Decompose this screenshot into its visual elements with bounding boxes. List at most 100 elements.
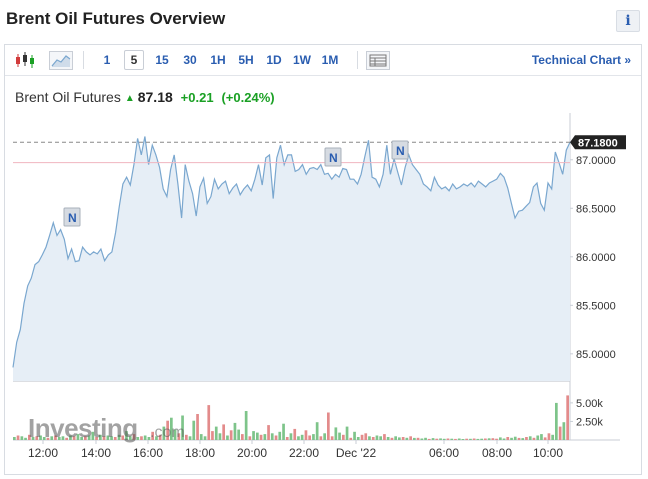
x-tick-label: 06:00 — [429, 446, 459, 460]
volume-bar — [229, 430, 233, 440]
technical-chart-link[interactable]: Technical Chart » — [531, 53, 631, 67]
volume-bar — [166, 420, 169, 440]
volume-bar — [371, 437, 375, 440]
volume-bar — [113, 437, 117, 440]
timeframe-1m-button[interactable]: 1M — [321, 53, 339, 67]
page-title: Brent Oil Futures Overview — [6, 9, 226, 28]
volume-bar — [147, 437, 151, 440]
volume-bar — [132, 434, 136, 440]
volume-bar — [110, 436, 113, 440]
volume-bar — [158, 434, 162, 440]
price-line[interactable] — [12, 136, 571, 368]
volume-bar — [394, 436, 397, 440]
timeframe-15-button[interactable]: 15 — [155, 53, 169, 67]
volume-bar — [461, 439, 465, 440]
toolbar-divider — [357, 51, 358, 69]
volume-bar — [555, 402, 558, 440]
volume-bar — [237, 429, 240, 440]
price-change: +0.21 — [180, 90, 214, 105]
timeframe-5-button[interactable]: 5 — [124, 50, 144, 70]
volume-bar — [308, 435, 311, 440]
volume-bar — [540, 434, 543, 440]
area-chart-icon[interactable] — [49, 51, 73, 70]
volume-bar — [566, 395, 569, 440]
volume-bar — [42, 437, 46, 440]
x-tick-label: Dec '22 — [336, 446, 377, 460]
volume-bar — [360, 434, 364, 440]
timeframe-5h-button[interactable]: 5H — [238, 53, 254, 67]
volume-bar — [136, 437, 140, 440]
x-tick-label: 14:00 — [81, 446, 111, 460]
volume-bar — [24, 437, 27, 440]
volume-bar — [143, 435, 147, 440]
page-header: Brent Oil Futures Overview i — [0, 0, 648, 40]
volume-bar — [13, 437, 16, 440]
volume-bar — [480, 438, 483, 440]
volume-bar — [241, 434, 244, 440]
table-view-icon[interactable] — [366, 51, 390, 70]
volume-bar — [383, 434, 386, 440]
volume-bar — [327, 412, 330, 440]
x-tick-label: 22:00 — [289, 446, 319, 460]
volume-bar — [484, 438, 487, 440]
toolbar-divider — [83, 51, 84, 69]
timeframe-1d-button[interactable]: 1D — [266, 53, 282, 67]
volume-bar — [476, 438, 480, 440]
news-marker[interactable] — [324, 147, 342, 167]
volume-bar — [199, 434, 203, 440]
timeframe-30-button[interactable]: 30 — [183, 53, 197, 67]
volume-bar — [297, 436, 300, 440]
volume-bar — [65, 437, 68, 440]
volume-bar — [536, 435, 540, 440]
news-marker[interactable] — [63, 207, 81, 227]
volume-bar — [211, 431, 214, 440]
volume-bar — [259, 434, 263, 440]
volume-bar — [181, 415, 184, 440]
last-price-label: 87.1800 — [578, 137, 618, 149]
volume-bar — [267, 425, 270, 440]
investing-watermark: Investing — [28, 413, 138, 443]
volume-bar — [465, 438, 468, 440]
x-tick-label: 08:00 — [482, 446, 512, 460]
volume-bar — [334, 427, 338, 440]
volume-bar — [330, 436, 334, 440]
volume-bar — [76, 434, 80, 440]
volume-bar — [304, 430, 308, 440]
chart-toolbar: 1 5 15 30 1H 5H 1D 1W 1M Technical Chart » — [5, 45, 641, 76]
up-arrow-icon: ▲ — [124, 93, 135, 104]
volume-bar — [439, 438, 442, 440]
volume-bar — [226, 435, 229, 440]
volume-bar — [256, 432, 259, 440]
volume-bar — [405, 437, 409, 440]
news-marker[interactable] — [391, 140, 409, 160]
volume-bar — [502, 438, 506, 440]
volume-bar — [300, 434, 304, 440]
timeframe-1w-button[interactable]: 1W — [293, 53, 311, 67]
volume-bar — [128, 436, 132, 440]
x-tick-label: 10:00 — [533, 446, 563, 460]
timeframe-1h-button[interactable]: 1H — [210, 53, 226, 67]
volume-bar — [61, 436, 65, 440]
volume-bar — [323, 433, 326, 440]
volume-bar — [185, 434, 188, 440]
x-tick-label: 20:00 — [237, 446, 267, 460]
volume-bar — [192, 420, 196, 440]
volume-bar — [252, 431, 255, 440]
volume-bar — [338, 432, 341, 440]
volume-bar — [558, 426, 562, 440]
volume-bar — [551, 434, 554, 440]
volume-tick-label: 5.00k — [576, 398, 603, 410]
chart-widget: 1 5 15 30 1H 5H 1D 1W 1M Technical Chart » Brent… — [4, 44, 642, 475]
info-button[interactable]: i — [616, 10, 640, 32]
volume-bar — [72, 436, 76, 440]
volume-bar — [285, 437, 289, 440]
volume-bar — [20, 436, 24, 440]
timeframe-1-button[interactable]: 1 — [103, 53, 111, 67]
volume-bar — [349, 437, 353, 440]
volume-bar — [442, 438, 446, 440]
candlestick-icon[interactable] — [13, 51, 37, 70]
price-change-percent: (+0.24%) — [221, 90, 275, 105]
volume-bar — [375, 435, 379, 440]
volume-bar — [409, 436, 412, 440]
